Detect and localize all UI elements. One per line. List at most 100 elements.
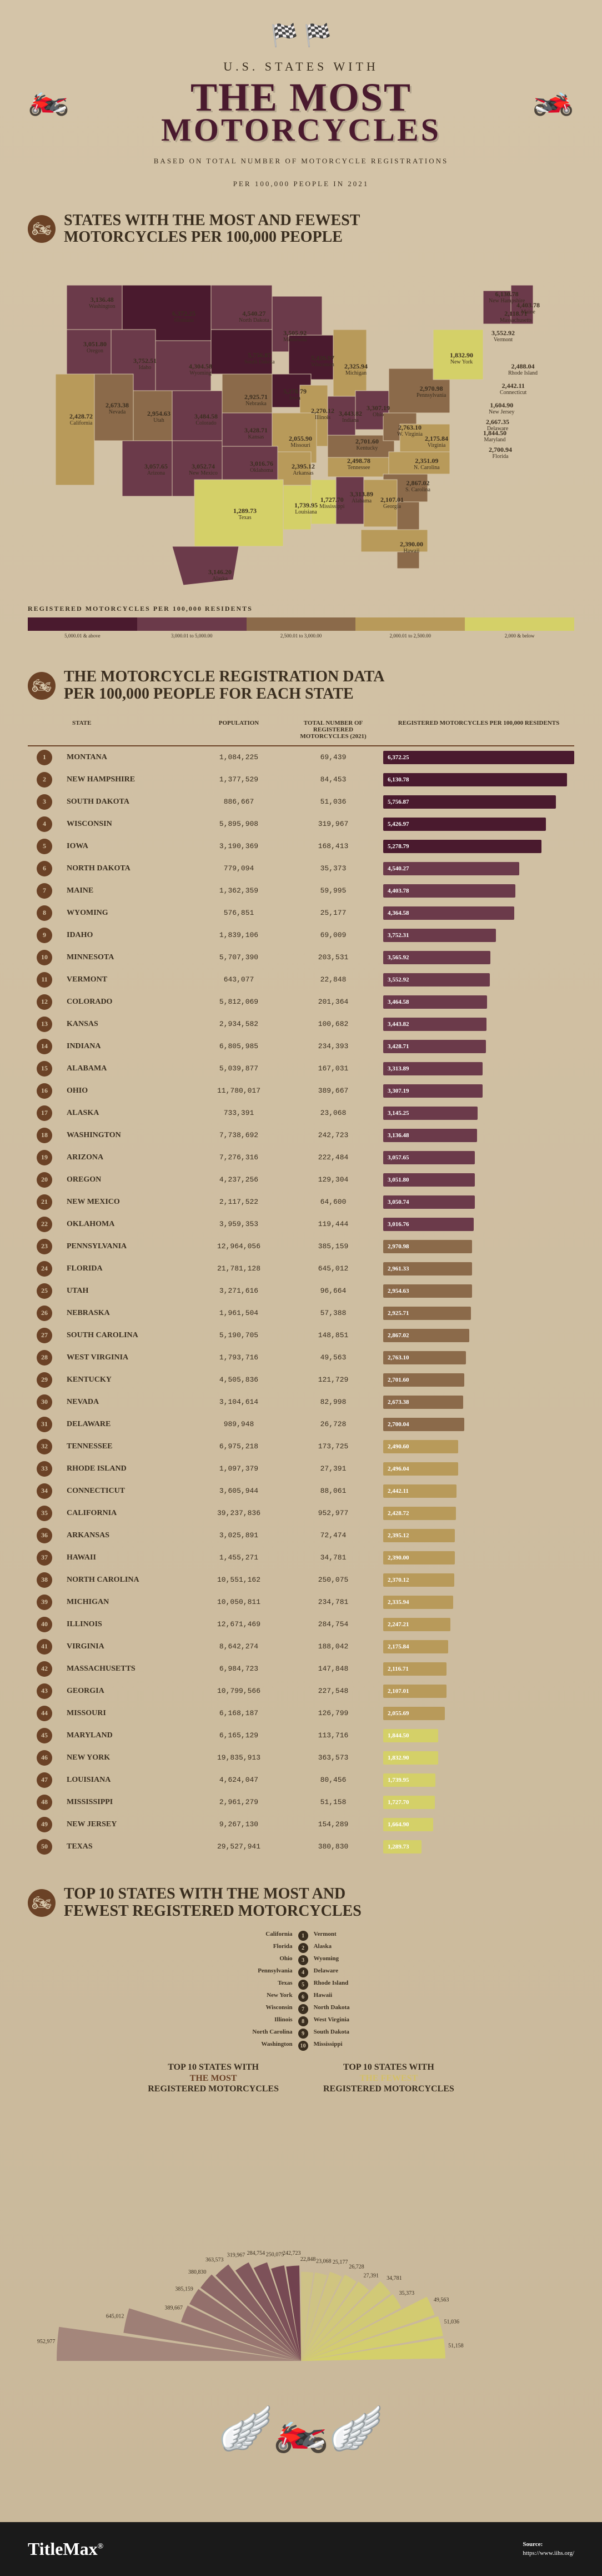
registered-cell: 34,781 (289, 1553, 378, 1562)
population-cell: 989,948 (194, 1420, 283, 1428)
population-cell: 886,667 (194, 798, 283, 806)
population-cell: 1,793,716 (194, 1353, 283, 1362)
table-row: 26 NEBRASKA 1,961,504 57,388 2,925.71 (28, 1302, 574, 1324)
map-label: 3,146.20Alaska (208, 569, 232, 582)
top10-rank: 1 (298, 1931, 308, 1941)
population-cell: 6,805,985 (194, 1042, 283, 1050)
registered-cell: 363,573 (289, 1753, 378, 1762)
registered-cell: 173,725 (289, 1442, 378, 1451)
table-row: 36 ARKANSAS 3,025,891 72,474 2,395.12 (28, 1524, 574, 1547)
subtitle-2: PER 100,000 PEOPLE IN 2021 (28, 178, 574, 190)
top10-section: 🏍 TOP 10 STATES WITH THE MOST AND FEWEST… (28, 1886, 574, 2500)
map-label: 3,505.92Minnesota (283, 330, 307, 343)
registered-cell: 51,036 (289, 798, 378, 806)
top10-few-name: Delaware (314, 1967, 350, 1977)
top10-most-name: Wisconsin (252, 2004, 292, 2014)
legend-segment: 2,500.01 to 3,000.00 (247, 617, 356, 633)
arc-label: 49,563 (434, 2297, 449, 2303)
rank-badge: 26 (37, 1306, 52, 1321)
state-cell: KANSAS (67, 1020, 189, 1029)
bar-cell: 2,763.10 (383, 1351, 574, 1364)
arc-label: 363,573 (205, 2257, 224, 2263)
bar-cell: 4,403.78 (383, 884, 574, 898)
table-row: 2 NEW HAMPSHIRE 1,377,529 84,453 6,130.7… (28, 769, 574, 791)
registered-cell: 250,075 (289, 1576, 378, 1584)
population-cell: 10,799,566 (194, 1687, 283, 1695)
population-cell: 9,267,130 (194, 1820, 283, 1828)
table-row: 39 MICHIGAN 10,050,811 234,781 2,335.94 (28, 1591, 574, 1613)
state-cell: ALABAMA (67, 1064, 189, 1073)
rank-badge: 42 (37, 1661, 52, 1677)
arc-label: 389,667 (165, 2305, 183, 2311)
footer-source: Source: https://www.iihs.org/ (523, 2540, 574, 2558)
table-row: 19 ARIZONA 7,276,316 222,484 3,057.65 (28, 1147, 574, 1169)
bar-cell: 5,756.87 (383, 795, 574, 809)
bar-cell: 6,372.25 (383, 751, 574, 764)
state-cell: VIRGINIA (67, 1642, 189, 1651)
registered-cell: 222,484 (289, 1153, 378, 1162)
state-cell: ALASKA (67, 1109, 189, 1118)
bar-cell: 3,552.92 (383, 973, 574, 986)
few-hl: THE FEWEST (360, 2074, 418, 2083)
population-cell: 2,961,279 (194, 1798, 283, 1806)
table-row: 41 VIRGINIA 8,642,274 188,042 2,175.84 (28, 1636, 574, 1658)
table-row: 49 NEW JERSEY 9,267,130 154,289 1,664.90 (28, 1813, 574, 1836)
map-label: 5,426.97Wisconsin (311, 355, 334, 368)
rank-badge: 45 (37, 1728, 52, 1743)
table-row: 8 WYOMING 576,851 25,177 4,364.58 (28, 902, 574, 924)
registered-cell: 129,304 (289, 1175, 378, 1184)
population-cell: 5,190,705 (194, 1331, 283, 1339)
arc-label: 23,068 (316, 2258, 332, 2264)
state-cell: NEW YORK (67, 1753, 189, 1762)
top10-rank: 5 (298, 1980, 308, 1990)
table-row: 13 KANSAS 2,934,582 100,682 3,443.82 (28, 1013, 574, 1035)
map-label: 5,756.87South Dakota (244, 352, 275, 365)
top10-rank: 6 (298, 1992, 308, 2002)
rank-badge: 20 (37, 1172, 52, 1188)
rank-badge: 4 (37, 816, 52, 832)
rank-badge: 33 (37, 1461, 52, 1477)
legend-segment: 3,000.01 to 5,000.00 (137, 617, 247, 633)
table-row: 30 NEVADA 3,104,614 82,998 2,673.38 (28, 1391, 574, 1413)
map-label: 2,867.02S. Carolina (405, 480, 430, 493)
main-title-line1: THE MOST (28, 79, 574, 116)
map-label: 2,954.63Utah (147, 410, 170, 423)
bar-cell: 2,390.00 (383, 1551, 574, 1564)
map-label: 2,970.98Pennsylvania (417, 385, 446, 398)
registered-cell: 119,444 (289, 1220, 378, 1228)
registered-cell: 35,373 (289, 864, 378, 873)
footer-logo: TitleMax® (28, 2539, 103, 2559)
bar-cell: 2,496.04 (383, 1462, 574, 1476)
most-post: REGISTERED MOTORCYCLES (148, 2084, 279, 2094)
arc-label: 952,977 (37, 2339, 56, 2345)
registered-cell: 49,563 (289, 1353, 378, 1362)
bar-cell: 2,961.33 (383, 1262, 574, 1275)
top10-few-name: Vermont (314, 1931, 350, 1941)
bar-cell: 2,700.04 (383, 1418, 574, 1431)
arc-label: 380,830 (188, 2269, 207, 2275)
registered-cell: 82,998 (289, 1398, 378, 1406)
population-cell: 1,097,379 (194, 1464, 283, 1473)
top10-most-name: California (252, 1931, 292, 1941)
registered-cell: 72,474 (289, 1531, 378, 1539)
rank-badge: 17 (37, 1105, 52, 1121)
map-label: 2,763.10W. Virginia (397, 424, 423, 437)
bar-cell: 2,055.69 (383, 1707, 574, 1720)
bar-cell: 3,016.76 (383, 1218, 574, 1231)
population-cell: 6,168,187 (194, 1709, 283, 1717)
state-cell: ARIZONA (67, 1153, 189, 1162)
top10-title-2: FEWEST REGISTERED MOTORCYCLES (64, 1903, 362, 1920)
col-state: STATE (67, 720, 189, 740)
registered-cell: 22,848 (289, 975, 378, 984)
map-label: 2,055.90Missouri (289, 435, 312, 449)
most-pre: TOP 10 STATES WITH (168, 2062, 259, 2072)
bar-cell: 2,490.60 (383, 1440, 574, 1453)
registered-cell: 385,159 (289, 1242, 378, 1250)
registered-cell: 100,682 (289, 1020, 378, 1028)
population-cell: 19,835,913 (194, 1753, 283, 1762)
population-cell: 2,117,522 (194, 1198, 283, 1206)
rank-badge: 12 (37, 994, 52, 1010)
state-cell: COLORADO (67, 998, 189, 1007)
arc-chart: 952,977645,012389,667385,159380,830363,5… (28, 2111, 574, 2389)
table-row: 31 DELAWARE 989,948 26,728 2,700.04 (28, 1413, 574, 1436)
